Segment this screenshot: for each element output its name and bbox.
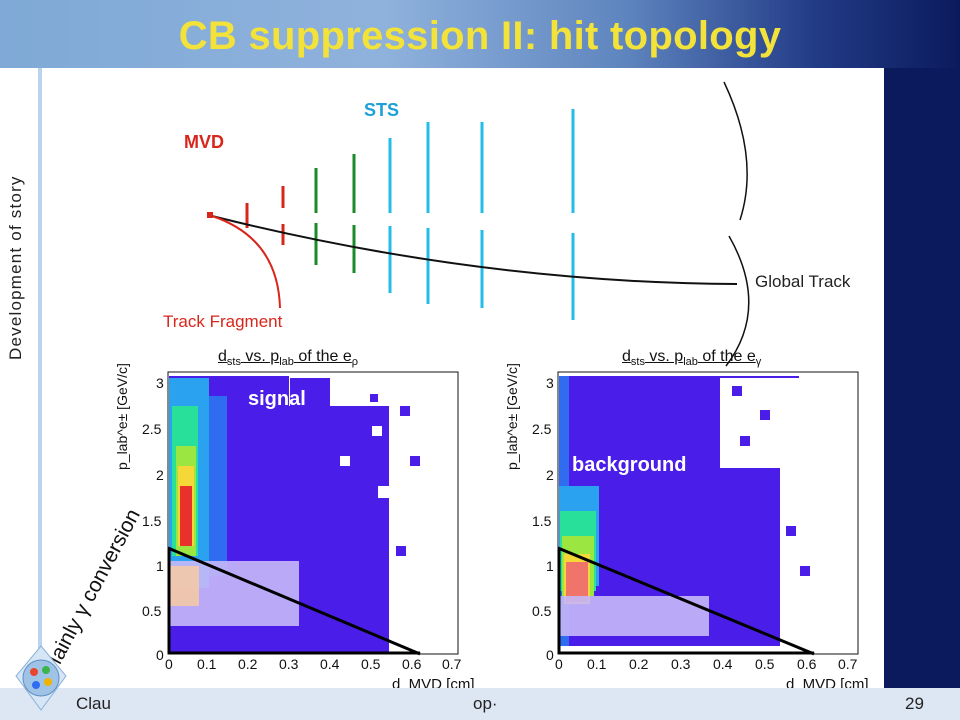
left-ytick: 1.5 <box>142 513 162 529</box>
left-plot-title: dsts vs. plab of the eρ <box>218 348 358 369</box>
right-cut-line <box>557 546 815 656</box>
right-ytick: 2 <box>546 467 554 483</box>
right-ytick: 0.5 <box>532 603 552 619</box>
signal-label: signal <box>248 388 306 410</box>
brace-upper <box>723 81 748 221</box>
left-xtick: 0 <box>165 656 173 672</box>
right-xtick: 0.4 <box>713 656 733 672</box>
right-side-band <box>884 68 960 688</box>
footer-band <box>0 688 960 720</box>
right-ytick: 1 <box>546 558 554 574</box>
logo-icon <box>15 645 67 711</box>
left-ytick: 0.5 <box>142 603 162 619</box>
sts-label: STS <box>364 100 400 120</box>
global-track-label: Global Track <box>755 272 851 291</box>
track-fragment-label: Track Fragment <box>163 312 283 331</box>
right-xtick: 0.5 <box>755 656 775 672</box>
left-xtick: 0.4 <box>320 656 340 672</box>
right-xtick: 0.3 <box>671 656 691 672</box>
right-xtick: 0.1 <box>587 656 607 672</box>
left-xtick: 0.7 <box>442 656 462 672</box>
left-histogram <box>167 371 459 656</box>
right-xtick: 0.7 <box>838 656 858 672</box>
right-xtick: 0.2 <box>629 656 649 672</box>
track-fragment-curve <box>211 215 281 309</box>
right-histogram <box>557 371 859 656</box>
left-cut-line <box>167 546 421 656</box>
page-number: 29 <box>905 694 924 713</box>
left-ytick: 2.5 <box>142 421 162 437</box>
slide-title: CB suppression II: hit topology <box>178 14 782 58</box>
right-ytick: 3 <box>546 375 554 391</box>
detector-diagram <box>207 81 750 367</box>
left-xtick: 0.1 <box>197 656 217 672</box>
left-xtick: 0.3 <box>279 656 299 672</box>
right-ytick: 1.5 <box>532 513 552 529</box>
left-xtick: 0.6 <box>402 656 422 672</box>
left-rule <box>38 68 42 718</box>
background-label: background <box>572 454 687 476</box>
left-xtick: 0.5 <box>361 656 381 672</box>
left-ytick: 3 <box>156 375 164 391</box>
right-ytick: 2.5 <box>532 421 552 437</box>
right-xtick: 0 <box>555 656 563 672</box>
left-ytick: 0 <box>156 647 164 663</box>
right-plot-title: dsts vs. plab of the eγ <box>622 348 762 369</box>
left-ylabel: p_lab^e± [GeV/c] <box>114 363 130 470</box>
brace-lower <box>725 235 750 367</box>
right-xtick: 0.6 <box>797 656 817 672</box>
right-ylabel: p_lab^e± [GeV/c] <box>504 363 520 470</box>
global-track-curve <box>211 215 738 285</box>
footer-fragment: op· <box>473 694 498 713</box>
target-point <box>207 212 213 218</box>
footer-text: Clau <box>76 694 111 713</box>
header-band <box>0 0 960 68</box>
left-ytick: 1 <box>156 558 164 574</box>
left-ytick: 2 <box>156 467 164 483</box>
right-ytick: 0 <box>546 647 554 663</box>
mvd-label: MVD <box>184 132 224 152</box>
left-xtick: 0.2 <box>238 656 258 672</box>
